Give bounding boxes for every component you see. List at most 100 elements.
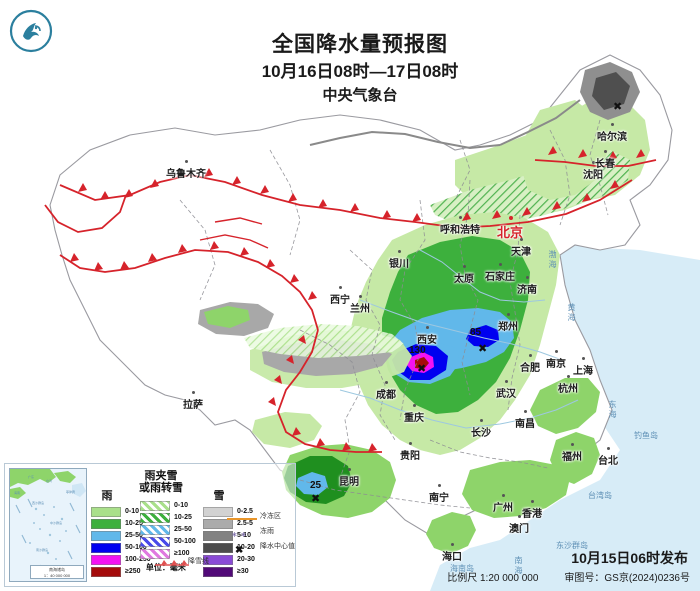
legend-swatch	[203, 566, 233, 577]
inset-scale-value: 1：40 000 000	[43, 573, 71, 578]
legend-swatch-label: 20-30	[237, 556, 255, 563]
legend-swatch-label: 0-10	[125, 508, 140, 515]
china-news-service-logo	[8, 8, 54, 54]
legend-symbols: 冷冻区 ∗ ∗ 冻雨 ✖ 降水中心值	[227, 510, 295, 556]
legend-swatch-label: 0-2.5	[237, 508, 253, 515]
legend-row: 0-2.5	[203, 506, 255, 517]
issue-time-text: 10月15日06时发布	[571, 550, 688, 566]
legend-sleet-rows: 0-10 10-25 25-50 50-100 ≥100	[140, 500, 196, 559]
legend-row: 0-10	[91, 506, 151, 517]
legend-swatch-label: ≥30	[237, 568, 249, 575]
legend-sleet-heading-2: 或雨转雪	[139, 482, 183, 494]
legend-swatch	[203, 542, 233, 553]
front-line-icon	[155, 556, 189, 566]
rain-light-area-taiwan	[550, 432, 600, 484]
legend-sleet-column: 雨夹雪 或雨转雪 0-10 10-25 25-50 50-100 ≥100 单位：毫米	[130, 470, 196, 573]
south-china-sea-inset-map: 广东台湾 海南西沙群岛 中沙群岛南沙群岛 菲律宾 南海诸岛 1：40 000 0…	[9, 468, 87, 582]
rain-light-area-tibet-east	[252, 412, 322, 448]
map-review-number: 审图号：GS京(2024)0236号	[564, 573, 690, 584]
legend-snow-heading: 雪	[213, 490, 225, 502]
province-boundaries	[179, 119, 609, 509]
svg-text:广东: 广东	[28, 474, 34, 479]
legend-row: 10-20	[203, 542, 255, 553]
legend-row: 10-25	[140, 512, 196, 523]
legend-swatch	[91, 566, 121, 577]
legend-row: 0-10	[140, 500, 196, 511]
legend-row: 2.5-5	[203, 518, 255, 529]
svg-text:✖: ✖	[235, 545, 243, 554]
legend-row: 5-10	[203, 530, 255, 541]
legend-swatch-label: 0-10	[174, 502, 189, 509]
legend-cold-zone-label: 冷冻区	[260, 513, 281, 520]
terrain-lines	[309, 99, 581, 150]
legend-swatch-label: ≥100	[174, 550, 190, 557]
legend-swatch-label: 25-50	[125, 532, 143, 539]
legend-swatch	[203, 554, 233, 565]
rivers	[339, 249, 579, 429]
legend-row: 10-25	[91, 518, 151, 529]
legend-snow-rows: 0-2.5 2.5-5 5-10 10-20 20-30 ≥30	[203, 506, 255, 577]
svg-text:台湾: 台湾	[46, 478, 52, 483]
forecast-period: 10月16日08时—17日08时	[261, 62, 459, 81]
precip-center-icon: ✖	[227, 541, 257, 556]
svg-text:菲律宾: 菲律宾	[66, 489, 75, 494]
map-legend: 广东台湾 海南西沙群岛 中沙群岛南沙群岛 菲律宾 南海诸岛 1：40 000 0…	[4, 463, 296, 587]
legend-precip-center-label: 降水中心值	[260, 543, 295, 550]
legend-swatch-label: ≥250	[125, 568, 141, 575]
legend-swatch-label: 2.5-5	[237, 520, 253, 527]
legend-swatch-label: 50-100	[174, 538, 196, 545]
rain-light-area-south	[462, 460, 570, 518]
legend-unit-label: 单位：毫米	[145, 563, 186, 572]
legend-row: 100-250	[91, 554, 151, 565]
legend-swatch	[91, 554, 121, 565]
legend-freezing-rain-label: 冻雨	[260, 528, 274, 535]
rain-area-xinjiang-south	[204, 306, 250, 328]
cold-zone-line-icon	[227, 511, 257, 521]
legend-front-line-row: 降雪线	[155, 556, 209, 566]
freezing-rain-icon: ∗ ∗	[227, 526, 257, 539]
legend-rain-column: 雨 0-10 10-25 25-50 50-100 100-250 ≥250	[91, 490, 151, 578]
legend-swatch	[140, 548, 170, 559]
legend-rain-heading: 雨	[101, 490, 113, 502]
legend-swatch-label: 10-25	[174, 514, 192, 521]
rainstorm-area-henan	[466, 325, 499, 347]
legend-swatch-label: 25-50	[174, 526, 192, 533]
legend-precip-center-row: ✖ 降水中心值	[227, 540, 295, 556]
legend-swatch	[91, 506, 121, 517]
legend-swatch	[91, 518, 121, 529]
legend-freezing-rain-row: ∗ ∗ 冻雨	[227, 525, 295, 539]
precipitation-areas	[198, 62, 650, 554]
rain-heavy-area-yunnan	[296, 472, 328, 495]
page-title: 全国降水量预报图	[272, 33, 448, 56]
legend-swatch	[91, 542, 121, 553]
legend-swatch	[203, 506, 233, 517]
svg-text:中沙群岛: 中沙群岛	[50, 520, 62, 525]
legend-cold-zone-row: 冷冻区	[227, 510, 295, 522]
legend-snow-column: 雪 0-2.5 2.5-5 5-10 10-20 20-30 ≥30	[203, 490, 255, 578]
snow-line-front	[44, 146, 657, 453]
legend-swatch-label: 100-250	[125, 556, 151, 563]
inset-scale-title: 南海诸岛	[49, 567, 65, 572]
legend-row: 25-50	[91, 530, 151, 541]
legend-row: ≥250	[91, 566, 151, 577]
snow-heavy-area-north	[592, 72, 630, 110]
svg-text:西沙群岛: 西沙群岛	[32, 500, 44, 505]
legend-swatch	[140, 512, 170, 523]
legend-swatch-label: 50-100	[125, 544, 147, 551]
svg-text:南沙群岛: 南沙群岛	[36, 547, 48, 552]
legend-front-line-label: 降雪线	[188, 558, 209, 565]
legend-row: ≥30	[203, 566, 255, 577]
legend-swatch	[203, 530, 233, 541]
legend-swatch-label: 5-10	[237, 532, 252, 539]
rain-light-area-hainan	[426, 512, 476, 554]
legend-swatch-label: 10-25	[125, 520, 143, 527]
svg-text:海南: 海南	[14, 490, 20, 495]
legend-sleet-heading-1: 雨夹雪	[144, 470, 178, 482]
legend-row: 50-100	[91, 542, 151, 553]
legend-row: 20-30	[203, 554, 255, 565]
legend-swatch	[140, 536, 170, 547]
legend-swatch	[203, 518, 233, 529]
footer-metadata: 比例尺 1:20 000 000 审图号：GS京(2024)0236号	[447, 569, 690, 584]
legend-row: 25-50	[140, 524, 196, 535]
